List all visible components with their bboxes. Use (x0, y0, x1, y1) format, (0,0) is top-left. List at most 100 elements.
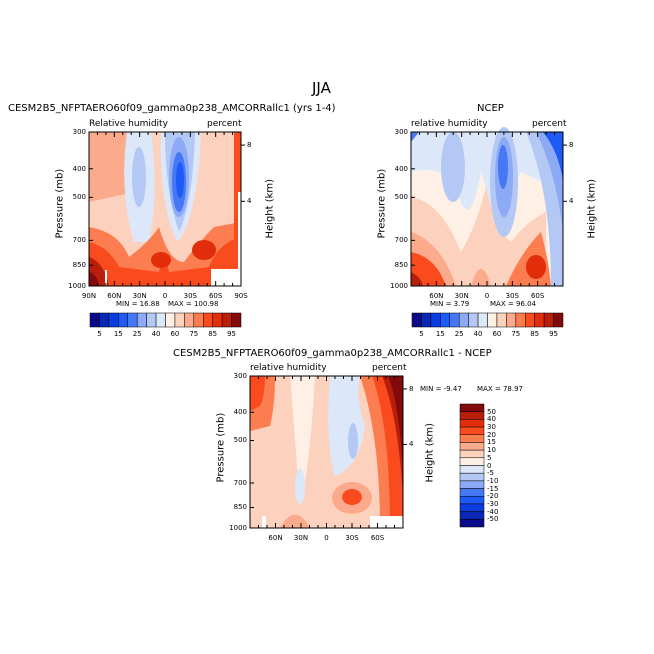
y-tick-label: 400 (72, 164, 86, 173)
y-tick-label: 500 (233, 436, 247, 445)
contour-region (411, 132, 419, 142)
x-tick-label: 0 (484, 292, 490, 300)
y-tick-label: 850 (394, 261, 408, 270)
colorbar-swatch (506, 312, 517, 328)
contour-region (388, 376, 403, 476)
colorbar-swatch (165, 312, 176, 328)
y-tick-label: 400 (394, 164, 408, 173)
panel3-min: MIN = -9.47 (420, 385, 462, 393)
colorbar-label: 95 (549, 330, 559, 338)
panel3-max: MAX = 78.97 (477, 385, 523, 393)
colorbar-swatch (449, 312, 460, 328)
colorbar-label: 15 (435, 330, 445, 338)
x-tick-label: 30N (454, 292, 469, 300)
colorbar-swatch (459, 519, 485, 528)
y-tick-label: 300 (233, 372, 247, 380)
colorbar-label: 75 (189, 330, 199, 338)
panel3-right-label: percent (372, 363, 407, 373)
colorbar-swatch (459, 496, 485, 505)
colorbar-swatch (525, 312, 535, 328)
figure-title: JJA (312, 79, 331, 97)
height-tick-label: 4 (247, 197, 252, 206)
y-tick-label: 700 (72, 236, 86, 245)
contour-region (132, 147, 146, 207)
colorbar-label: 10 (487, 446, 496, 455)
y-tick-label: 1000 (68, 282, 86, 290)
colorbar-swatch (174, 312, 185, 328)
colorbar-swatch (184, 312, 195, 328)
x-tick-label: 0 (324, 534, 329, 542)
colorbar-swatch (487, 312, 498, 328)
colorbar-swatch (459, 503, 485, 512)
colorbar-swatch (459, 419, 485, 428)
y-tick-label: 1000 (390, 282, 408, 290)
y-tick-label: 500 (72, 193, 86, 202)
colorbar-swatch (127, 312, 138, 328)
height-tick-label: 4 (409, 440, 414, 449)
contour-region (295, 468, 305, 504)
colorbar-label: 75 (511, 330, 521, 338)
colorbar-label: -30 (487, 499, 499, 508)
y-tick-label: 300 (72, 128, 86, 136)
panel2-min: MIN = 3.79 (430, 300, 470, 308)
colorbar-swatch (221, 312, 232, 328)
colorbar-swatch (136, 312, 147, 328)
x-tick-label: 60S (208, 292, 223, 300)
missing-data (211, 269, 241, 286)
colorbar-swatch (459, 426, 485, 435)
colorbar-swatch (231, 312, 242, 328)
contour-region (536, 132, 563, 232)
y-tick-label: 400 (233, 408, 247, 417)
colorbar-label: 40 (473, 330, 483, 338)
y-tick-label: 1000 (229, 524, 247, 532)
panel2-right-label: percent (532, 119, 567, 129)
colorbar-swatch (440, 312, 450, 328)
colorbar-swatch (458, 312, 469, 328)
colorbar-swatch (543, 312, 554, 328)
colorbar-swatch (459, 449, 485, 459)
panel3-title: CESM2B5_NFPTAERO60f09_gamma0p238_AMCORRa… (173, 348, 492, 359)
contour-region (280, 514, 310, 528)
missing-data (262, 516, 266, 528)
contour-region (498, 145, 508, 189)
colorbar-label: -40 (487, 507, 499, 516)
colorbar-label: 0 (487, 461, 492, 470)
colorbar-label: -20 (487, 492, 499, 501)
x-tick-label: 30S (505, 292, 520, 300)
x-tick-label: 60S (530, 292, 545, 300)
contour-region (348, 423, 358, 459)
colorbar-label: -50 (487, 515, 499, 524)
contour-region (234, 132, 241, 286)
panel1-left-label: Relative humidity (89, 119, 168, 129)
colorbar-swatch (459, 434, 485, 443)
colorbar-swatch (203, 312, 213, 328)
contour-region (342, 489, 362, 505)
colorbar-swatch (212, 312, 223, 328)
contour-region (176, 162, 184, 198)
panel1-right-label: percent (207, 119, 242, 129)
missing-data (238, 192, 241, 286)
panel2-contours (411, 127, 563, 286)
colorbar-swatch (459, 457, 485, 466)
height-tick-label: 8 (409, 384, 414, 393)
colorbar-label: 50 (487, 407, 496, 416)
contour-region (411, 252, 446, 286)
panel2-max: MAX = 96.04 (490, 300, 536, 308)
colorbar-swatch (89, 312, 100, 328)
colorbar-swatch (411, 312, 422, 328)
x-tick-label: 30S (183, 292, 198, 300)
x-tick-label: 30S (345, 534, 359, 542)
y-tick-label: 500 (394, 193, 408, 202)
panel3-left-label: relative humidity (250, 363, 327, 373)
contour-region (151, 252, 171, 268)
x-tick-label: 60S (370, 534, 385, 542)
panel1-max: MAX = 100.98 (168, 300, 219, 308)
y-tick-label: 850 (72, 261, 86, 270)
panel3-contours (250, 376, 403, 528)
panel1-title: CESM2B5_NFPTAERO60f09_gamma0p238_AMCORRa… (8, 103, 336, 114)
colorbar-swatch (477, 312, 488, 328)
contour-region (250, 376, 265, 411)
contour-region (290, 376, 315, 506)
colorbar-label: 60 (492, 330, 502, 338)
